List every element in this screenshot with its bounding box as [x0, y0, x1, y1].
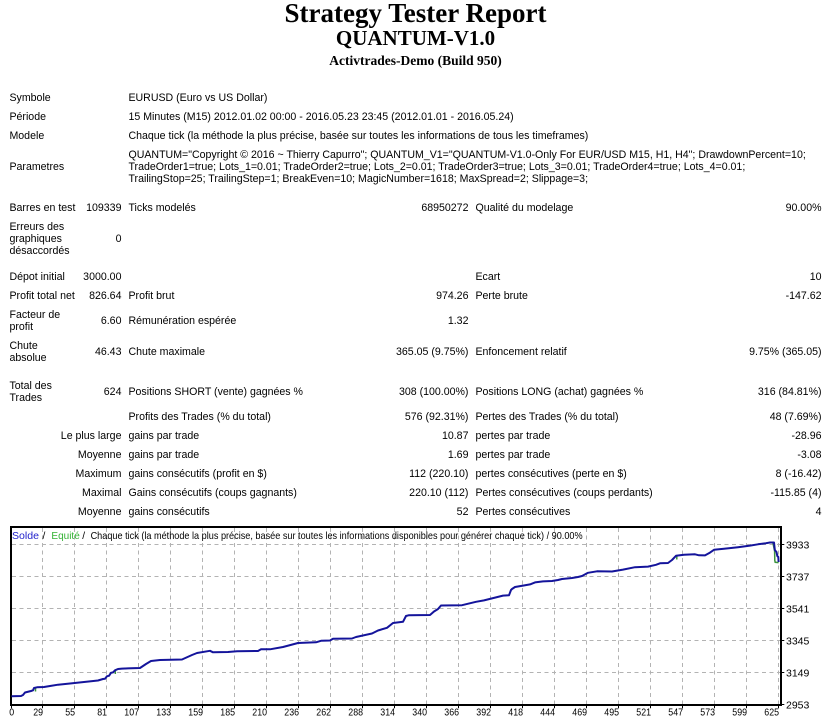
svg-text:2953: 2953 — [786, 700, 810, 712]
svg-text:599: 599 — [732, 708, 747, 719]
svg-text:3149: 3149 — [786, 668, 810, 680]
svg-text:3933: 3933 — [786, 540, 810, 552]
svg-text:469: 469 — [572, 708, 587, 719]
svg-text:262: 262 — [316, 708, 331, 719]
svg-text:314: 314 — [380, 708, 395, 719]
svg-text:236: 236 — [284, 708, 299, 719]
svg-text:Chaque tick (la méthode la plu: Chaque tick (la méthode la plus précise,… — [91, 531, 583, 542]
svg-text:107: 107 — [124, 708, 139, 719]
svg-text:340: 340 — [412, 708, 427, 719]
svg-text:210: 210 — [252, 708, 267, 719]
svg-text:288: 288 — [348, 708, 363, 719]
svg-text:3345: 3345 — [786, 636, 810, 648]
svg-text:Solde: Solde — [12, 531, 39, 542]
svg-text:55: 55 — [65, 708, 75, 719]
svg-text:366: 366 — [444, 708, 459, 719]
svg-text:133: 133 — [156, 708, 171, 719]
svg-text:159: 159 — [188, 708, 203, 719]
svg-text:3737: 3737 — [786, 572, 810, 584]
svg-text:185: 185 — [220, 708, 235, 719]
svg-text:547: 547 — [668, 708, 683, 719]
svg-text:81: 81 — [97, 708, 107, 719]
svg-text:495: 495 — [604, 708, 619, 719]
svg-text:573: 573 — [700, 708, 715, 719]
svg-text:/: / — [82, 531, 85, 542]
svg-text:444: 444 — [540, 708, 555, 719]
svg-text:0: 0 — [9, 708, 14, 719]
svg-text:392: 392 — [476, 708, 491, 719]
svg-text:3541: 3541 — [786, 604, 810, 616]
svg-text:Equité: Equité — [51, 531, 80, 542]
svg-text:/: / — [43, 531, 46, 542]
svg-text:418: 418 — [508, 708, 523, 719]
svg-text:29: 29 — [33, 708, 43, 719]
svg-text:521: 521 — [636, 708, 651, 719]
svg-text:625: 625 — [764, 708, 779, 719]
